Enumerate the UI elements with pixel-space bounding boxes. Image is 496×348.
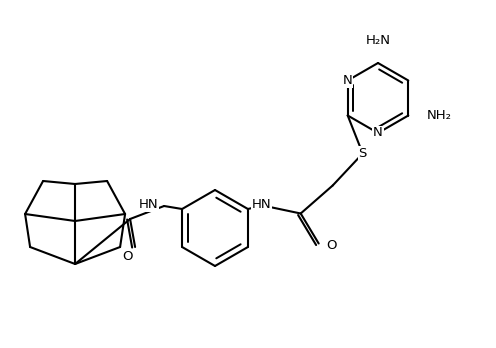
Text: HN: HN bbox=[252, 198, 271, 211]
Text: S: S bbox=[359, 147, 367, 160]
Text: O: O bbox=[122, 250, 132, 262]
Text: H₂N: H₂N bbox=[366, 34, 390, 47]
Text: NH₂: NH₂ bbox=[426, 109, 451, 122]
Text: N: N bbox=[343, 74, 353, 87]
Text: HN: HN bbox=[138, 198, 158, 212]
Text: N: N bbox=[373, 127, 383, 140]
Text: O: O bbox=[327, 239, 337, 252]
